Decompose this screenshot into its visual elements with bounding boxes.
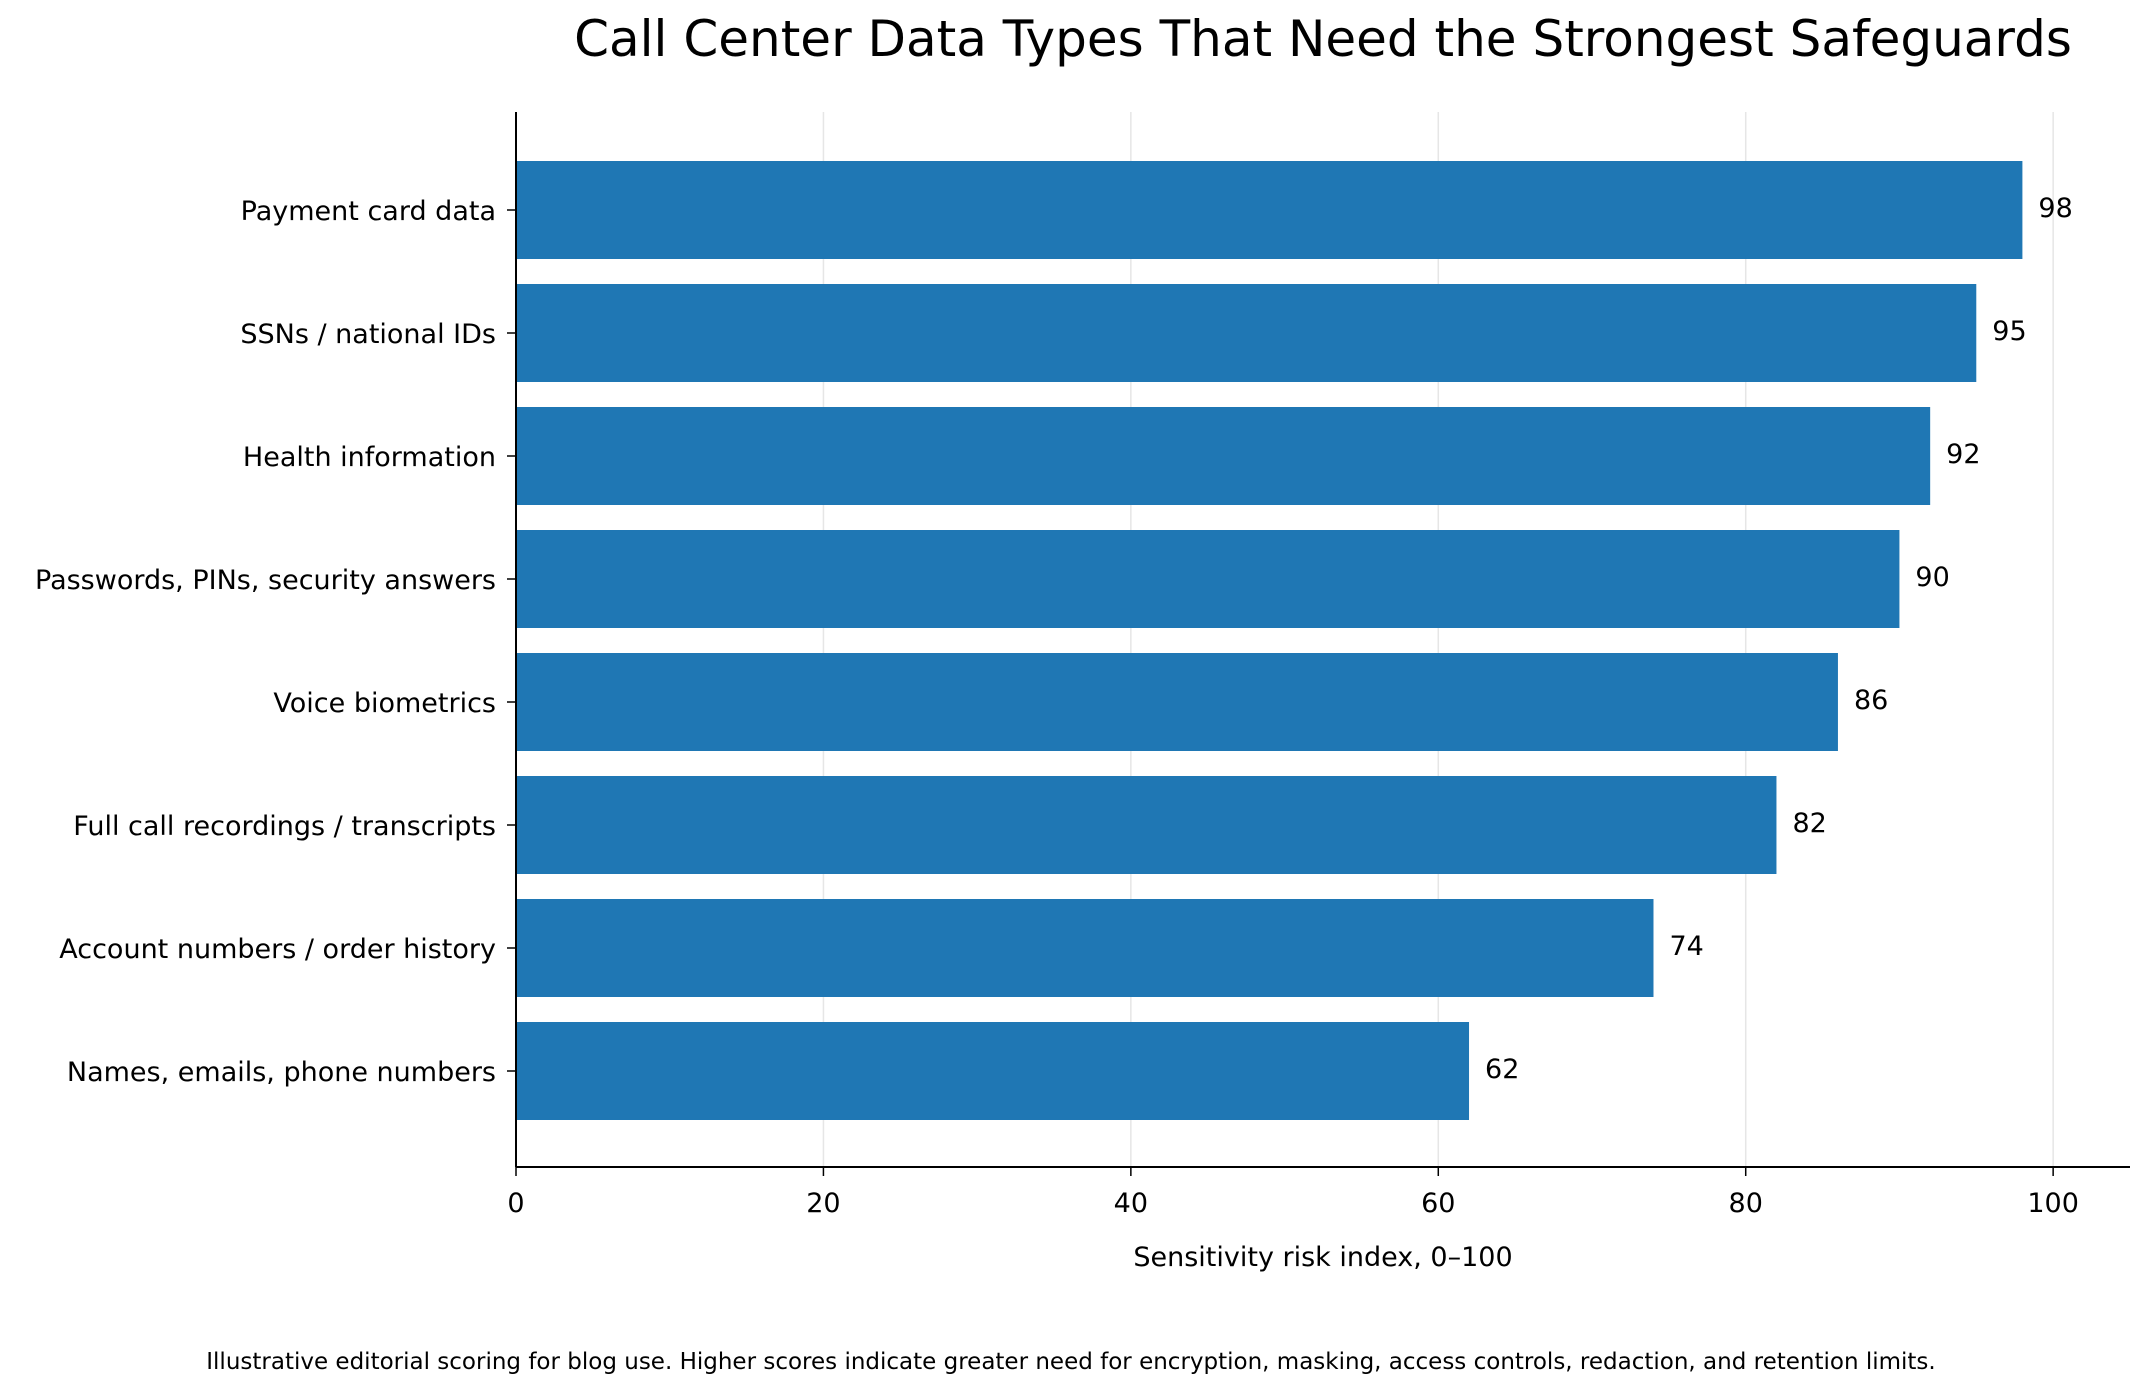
footnote: Illustrative editorial scoring for blog … xyxy=(206,1349,1935,1375)
axes xyxy=(515,112,2130,1168)
category-label: Passwords, PINs, security answers xyxy=(35,565,496,596)
grid-lines xyxy=(822,112,2054,1167)
chart-title: Call Center Data Types That Need the Str… xyxy=(574,10,2072,68)
value-label: 74 xyxy=(1669,931,1703,962)
bar xyxy=(516,653,1838,751)
bar xyxy=(516,899,1654,997)
x-tick-label: 100 xyxy=(2027,1188,2079,1219)
x-axis-label: Sensitivity risk index, 0–100 xyxy=(1133,1242,1512,1273)
value-label: 62 xyxy=(1485,1054,1519,1085)
value-label: 82 xyxy=(1792,808,1826,839)
bar xyxy=(516,284,1977,382)
bars xyxy=(516,161,2023,1120)
x-tick-label: 80 xyxy=(1729,1188,1763,1219)
bar xyxy=(516,530,1900,628)
x-tick-label: 20 xyxy=(806,1188,840,1219)
category-label: Account numbers / order history xyxy=(59,934,496,965)
value-label: 90 xyxy=(1915,562,1949,593)
bar xyxy=(516,776,1777,874)
value-label: 86 xyxy=(1854,685,1888,716)
category-label: Names, emails, phone numbers xyxy=(67,1057,496,1088)
category-label: SSNs / national IDs xyxy=(240,319,496,350)
labels: Payment card data 98 SSNs / national IDs 95… xyxy=(35,193,2073,1088)
category-label: Payment card data xyxy=(241,196,496,227)
x-tick-label: 0 xyxy=(507,1188,524,1219)
bar xyxy=(516,407,1931,505)
x-tick-label: 40 xyxy=(1114,1188,1148,1219)
bar xyxy=(516,161,2023,259)
value-label: 92 xyxy=(1946,439,1980,470)
bar xyxy=(516,1022,1470,1120)
category-label: Voice biometrics xyxy=(273,688,496,719)
category-label: Health information xyxy=(243,442,496,473)
value-label: 95 xyxy=(1992,316,2026,347)
x-tick-label: 60 xyxy=(1421,1188,1455,1219)
ticks: 0 20 40 60 80 100 xyxy=(507,209,2079,1219)
value-label: 98 xyxy=(2038,193,2072,224)
category-label: Full call recordings / transcripts xyxy=(73,811,496,842)
